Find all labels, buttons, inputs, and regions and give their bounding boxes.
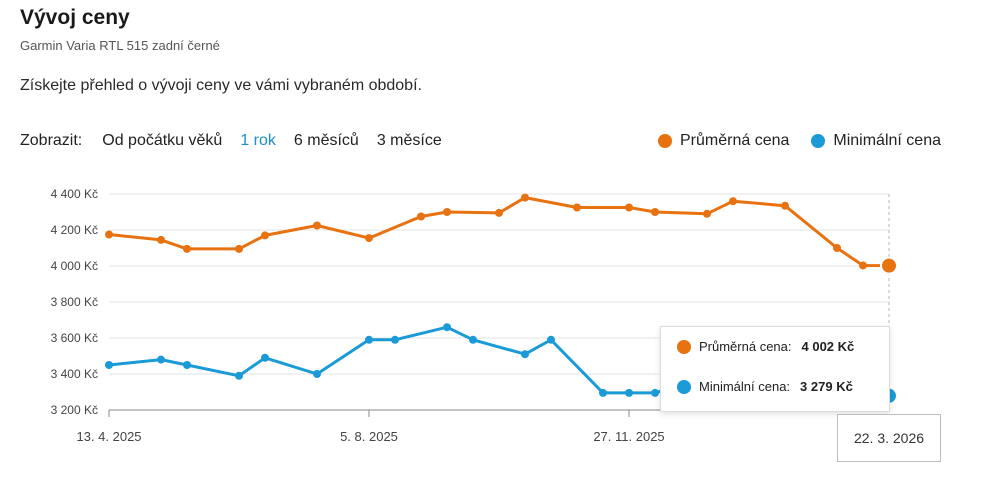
tooltip-average-row: Průměrná cena: 4 002 Kč — [677, 339, 854, 354]
minimum-point — [261, 353, 269, 362]
filter-option-6-months[interactable]: 6 měsíců — [293, 132, 359, 149]
tooltip-minimum-row: Minimální cena: 3 279 Kč — [677, 379, 853, 394]
minimum-point — [651, 388, 659, 397]
minimum-point — [365, 335, 373, 344]
average-point — [443, 208, 451, 216]
series-line-average — [108, 196, 890, 268]
average-point — [703, 209, 711, 218]
average-point — [573, 203, 581, 212]
x-tick-label: 5. 8. 2025 — [340, 429, 398, 444]
legend-minimum-dot-icon — [811, 134, 826, 148]
y-tick-label: 3 800 Kč — [51, 295, 98, 309]
tooltip-average-value: 4 002 Kč — [801, 339, 855, 354]
minimum-point — [157, 355, 165, 364]
minimum-point — [391, 335, 399, 344]
minimum-point — [443, 323, 451, 332]
minimum-point — [313, 370, 321, 378]
minimum-point — [521, 350, 529, 359]
y-tick-label: 4 000 Kč — [51, 259, 98, 273]
description-text: Získejte přehled o vývoji ceny ve vámi v… — [20, 77, 422, 94]
minimum-point — [183, 361, 191, 369]
average-point — [235, 244, 243, 253]
y-tick-label: 3 200 Kč — [51, 403, 98, 417]
average-point — [183, 244, 191, 253]
average-point — [313, 221, 321, 230]
average-point — [833, 244, 841, 252]
y-tick-label: 3 600 Kč — [51, 331, 98, 345]
average-point — [625, 203, 633, 212]
tooltip-average-dot-icon — [677, 339, 691, 354]
average-point — [729, 197, 737, 206]
average-point — [105, 230, 113, 239]
legend-item-average[interactable]: Průměrná cena — [658, 132, 789, 150]
average-point — [859, 261, 867, 270]
legend-item-minimum[interactable]: Minimální cena — [811, 132, 941, 150]
average-point — [417, 212, 425, 221]
page-title: Vývoj ceny — [20, 6, 130, 29]
legend-average-dot-icon — [658, 134, 672, 148]
filter-label: Zobrazit: — [20, 132, 83, 149]
filter-option-1-year[interactable]: 1 rok — [240, 132, 276, 149]
minimum-point — [547, 335, 555, 344]
minimum-point — [599, 388, 607, 397]
minimum-point — [105, 361, 113, 369]
x-tick-label: 13. 4. 2025 — [76, 429, 141, 444]
filter-option-3-months[interactable]: 3 měsíce — [376, 132, 442, 149]
y-tick-label: 3 400 Kč — [51, 367, 98, 381]
y-tick-label: 4 200 Kč — [51, 223, 98, 237]
minimum-point — [625, 388, 633, 397]
average-point — [495, 208, 503, 217]
legend-average-label: Průměrná cena — [680, 132, 790, 149]
minimum-point — [469, 335, 477, 344]
average-point — [365, 234, 373, 243]
tooltip-minimum-label: Minimální cena: — [699, 379, 791, 394]
average-point — [261, 231, 269, 240]
product-subtitle: Garmin Varia RTL 515 zadní černé — [20, 38, 220, 53]
filter-option-all-time[interactable]: Od počátku věků — [102, 132, 223, 149]
chart-tooltip: Průměrná cena: 4 002 Kč Minimální cena: … — [660, 326, 890, 412]
y-tick-label: 4 400 Kč — [51, 187, 98, 201]
average-point — [880, 256, 898, 275]
tooltip-average-label: Průměrná cena: — [699, 339, 792, 354]
average-point — [157, 235, 165, 244]
average-point — [651, 208, 659, 216]
tooltip-minimum-dot-icon — [677, 379, 691, 394]
chart-legend: Průměrná cena Minimální cena — [636, 132, 941, 150]
minimum-point — [235, 371, 243, 380]
tooltip-minimum-value: 3 279 Kč — [800, 379, 853, 394]
period-filter: Zobrazit: Od počátku věků 1 rok 6 měsíců… — [20, 132, 460, 150]
average-point — [521, 193, 529, 202]
average-point — [781, 201, 789, 210]
x-tick-label: 27. 11. 2025 — [593, 429, 664, 444]
tooltip-date-box: 22. 3. 2026 — [837, 414, 941, 462]
legend-minimum-label: Minimální cena — [833, 132, 941, 149]
